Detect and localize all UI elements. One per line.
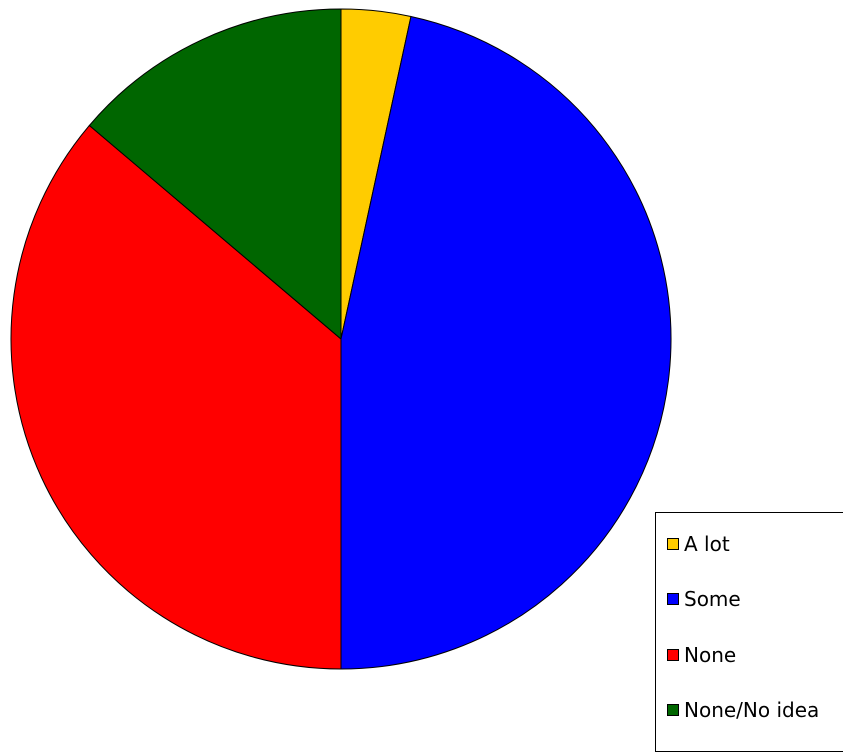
legend-swatch-a-lot [667, 538, 679, 550]
legend-label-none-no-idea: None/No idea [684, 698, 820, 722]
pie-slice-some [340, 15, 672, 670]
legend-item-none: None [667, 643, 736, 667]
legend-item-none-no-idea: None/No idea [667, 698, 819, 722]
legend-label-some: Some [684, 587, 741, 611]
legend-swatch-none-no-idea [667, 704, 679, 716]
pie-slice-none [10, 124, 342, 670]
pie-slice-none-no-idea [88, 8, 342, 341]
legend-swatch-none [667, 649, 679, 661]
legend-label-a-lot: A lot [684, 532, 730, 556]
legend-item-some: Some [667, 587, 741, 611]
legend-item-a-lot: A lot [667, 532, 730, 556]
legend-swatch-some [667, 593, 679, 605]
pie-chart [10, 8, 672, 670]
legend-label-none: None [684, 643, 737, 667]
legend: A lot Some None None/No idea [655, 512, 843, 752]
